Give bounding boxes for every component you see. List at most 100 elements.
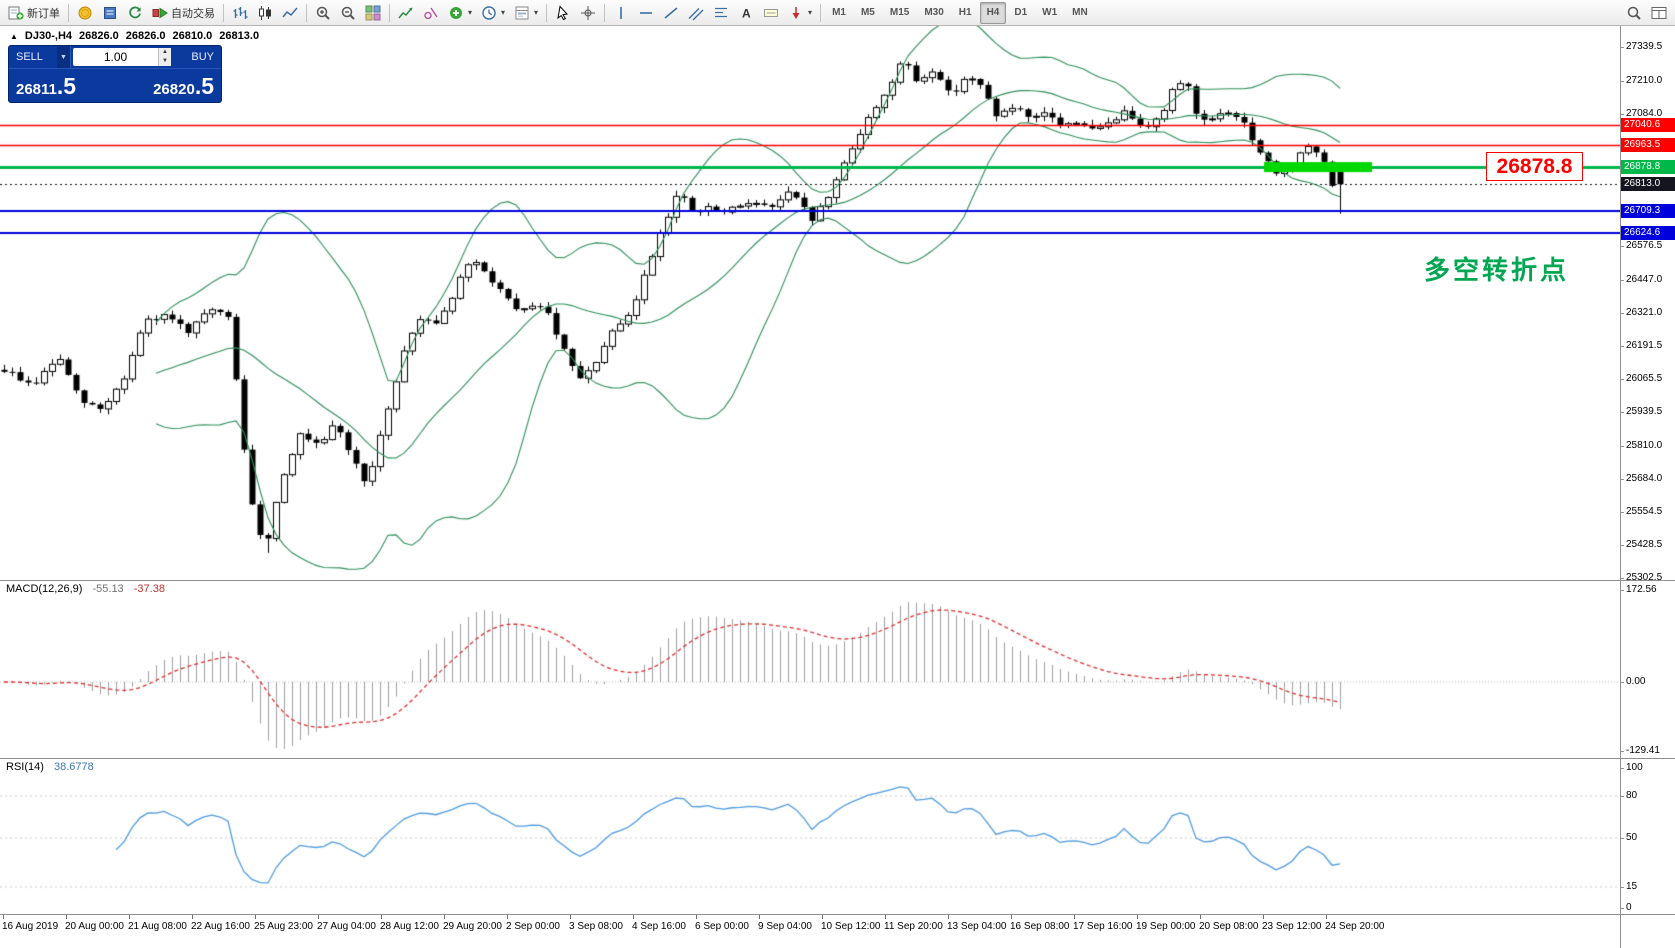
volume-down-icon[interactable]: ▼ [159,57,171,66]
timeframe-m1-button[interactable]: M1 [825,2,853,24]
symbol-period: DJ30-,H4 [24,30,72,42]
horizontal-line-button[interactable] [634,2,658,24]
new-order-button[interactable]: 新订单 [4,2,64,24]
timeframe-d1-button[interactable]: D1 [1007,2,1034,24]
chart-layout-button[interactable] [1647,2,1671,24]
time-label: 20 Sep 08:00 [1199,914,1259,932]
price-level-tag[interactable]: 27040.6 [1621,117,1675,132]
ohlc-low: 26810.0 [172,30,213,42]
macd-pane[interactable]: MACD(12,26,9) -55.13 -37.38 [0,580,1620,758]
objects-list-button[interactable] [419,2,443,24]
text-button[interactable]: A [734,2,758,24]
volume-up-icon[interactable]: ▲ [159,48,171,57]
pane-separator[interactable] [0,914,1675,915]
templates-button[interactable]: ▾ [510,2,542,24]
price-level-tag[interactable]: 26963.5 [1621,138,1675,152]
fibonacci-button[interactable] [709,2,733,24]
button-label: 新订单 [27,7,60,20]
linechart-icon [282,5,298,21]
chart-line-button[interactable] [278,2,302,24]
main-chart-pane[interactable]: ▲ DJ30-,H4 26826.0 26826.0 26810.0 26813… [0,26,1620,580]
template-icon [514,5,530,21]
timeframe-h1-button[interactable]: H1 [952,2,979,24]
equidistant-channel-button[interactable] [684,2,708,24]
tile-icon [365,5,381,21]
report-button[interactable] [98,2,122,24]
price-scale-label: 26576.5 [1619,239,1663,251]
indicators-button[interactable] [394,2,418,24]
buy-price-pips: .5 [194,72,214,99]
buy-price-main: 26820 [153,80,195,98]
time-label: 28 Aug 12:00 [380,914,439,932]
refresh-button[interactable] [123,2,147,24]
pane-separator[interactable] [0,580,1675,581]
chart-bars-button[interactable] [228,2,252,24]
add-indicator-button[interactable]: ▾ [444,2,476,24]
price-scale-label: 26191.5 [1619,340,1663,352]
time-label: 21 Aug 08:00 [128,914,187,932]
arrow-icon [788,5,804,21]
toolbar-separator [389,3,390,22]
zoom-out-button[interactable] [336,2,360,24]
buy-button[interactable]: BUY [173,46,221,68]
search-button[interactable] [1622,2,1646,24]
coin-icon [77,5,93,21]
buy-price[interactable]: 26820 .5 [153,73,214,100]
rsi-canvas[interactable] [0,758,1620,914]
indicator-icon [398,5,414,21]
chart-candles-button[interactable] [253,2,277,24]
tile-windows-button[interactable] [361,2,385,24]
volume-dropdown[interactable]: ▼ [57,46,71,68]
price-level-tag[interactable]: 26624.6 [1621,226,1675,241]
macd-scale-label: 0.00 [1619,676,1646,687]
timeframe-m30-button[interactable]: M30 [917,2,950,24]
timeframe-h4-button[interactable]: H4 [979,1,1007,24]
toolbar-separator [546,3,548,22]
volume-input[interactable]: 1.00 ▲ ▼ [73,48,171,66]
objects-icon [423,5,439,21]
text-label-button[interactable] [759,2,783,24]
timeframe-m5-button[interactable]: M5 [854,2,882,24]
time-axis[interactable]: 16 Aug 2019 20 Aug 00:00 21 Aug 08:00 22 Au… [0,914,1620,948]
price-annotation-box[interactable]: 26878.8 [1486,152,1583,182]
price-scale-label: 25428.5 [1619,539,1663,551]
crosshair-button[interactable] [576,2,600,24]
price-chart-canvas[interactable] [0,26,1620,580]
price-level-tag[interactable]: 26878.8 [1621,160,1675,175]
cursor-button[interactable] [551,2,575,24]
macd-scale-label: -129.41 [1620,745,1660,756]
rsi-value: 38.6778 [53,761,94,773]
timeframe-mn-button[interactable]: MN [1065,2,1095,24]
timeframe-m15-button[interactable]: M15 [883,2,916,24]
ohlc-high: 26826.0 [125,30,166,42]
gold-button[interactable] [73,2,97,24]
price-scale[interactable]: 27339.5 27210.0 27084.0 26576.5 26447.0 26321… [1619,26,1675,948]
macd-scale-label: 172.56 [1620,584,1657,595]
oct-expander-icon[interactable]: ▲ [10,31,18,41]
rsi-pane[interactable]: RSI(14) 38.6778 [0,758,1620,914]
timeframe-w1-button[interactable]: W1 [1035,2,1064,24]
channel-icon [688,5,704,21]
price-level-tag[interactable]: 26709.3 [1621,204,1675,219]
sell-price[interactable]: 26811 .5 [16,73,76,100]
autotrade-icon [152,5,168,21]
price-scale-label: 25810.0 [1619,439,1663,451]
trendline-button[interactable] [659,2,683,24]
button-label: 自动交易 [171,7,215,20]
rsi-scale-label: 0 [1620,902,1632,913]
zoom-in-button[interactable] [311,2,335,24]
price-scale-label: 26321.0 [1619,306,1663,318]
macd-title: MACD(12,26,9) [6,583,83,595]
periods-button[interactable]: ▾ [477,2,509,24]
toolbar-separator [820,3,822,22]
vertical-line-button[interactable] [609,2,633,24]
sell-button[interactable]: SELL [9,46,57,68]
turning-point-label[interactable]: 多空转折点 [1424,256,1570,286]
autotrading-button[interactable]: 自动交易 [148,2,219,24]
arrows-button[interactable]: ▾ [784,2,816,24]
price-scale-label: 25684.0 [1619,472,1663,484]
pane-separator[interactable] [0,758,1675,759]
candles-icon [257,5,273,21]
dropdown-arrow-icon: ▾ [808,8,813,17]
macd-canvas[interactable] [0,580,1620,758]
